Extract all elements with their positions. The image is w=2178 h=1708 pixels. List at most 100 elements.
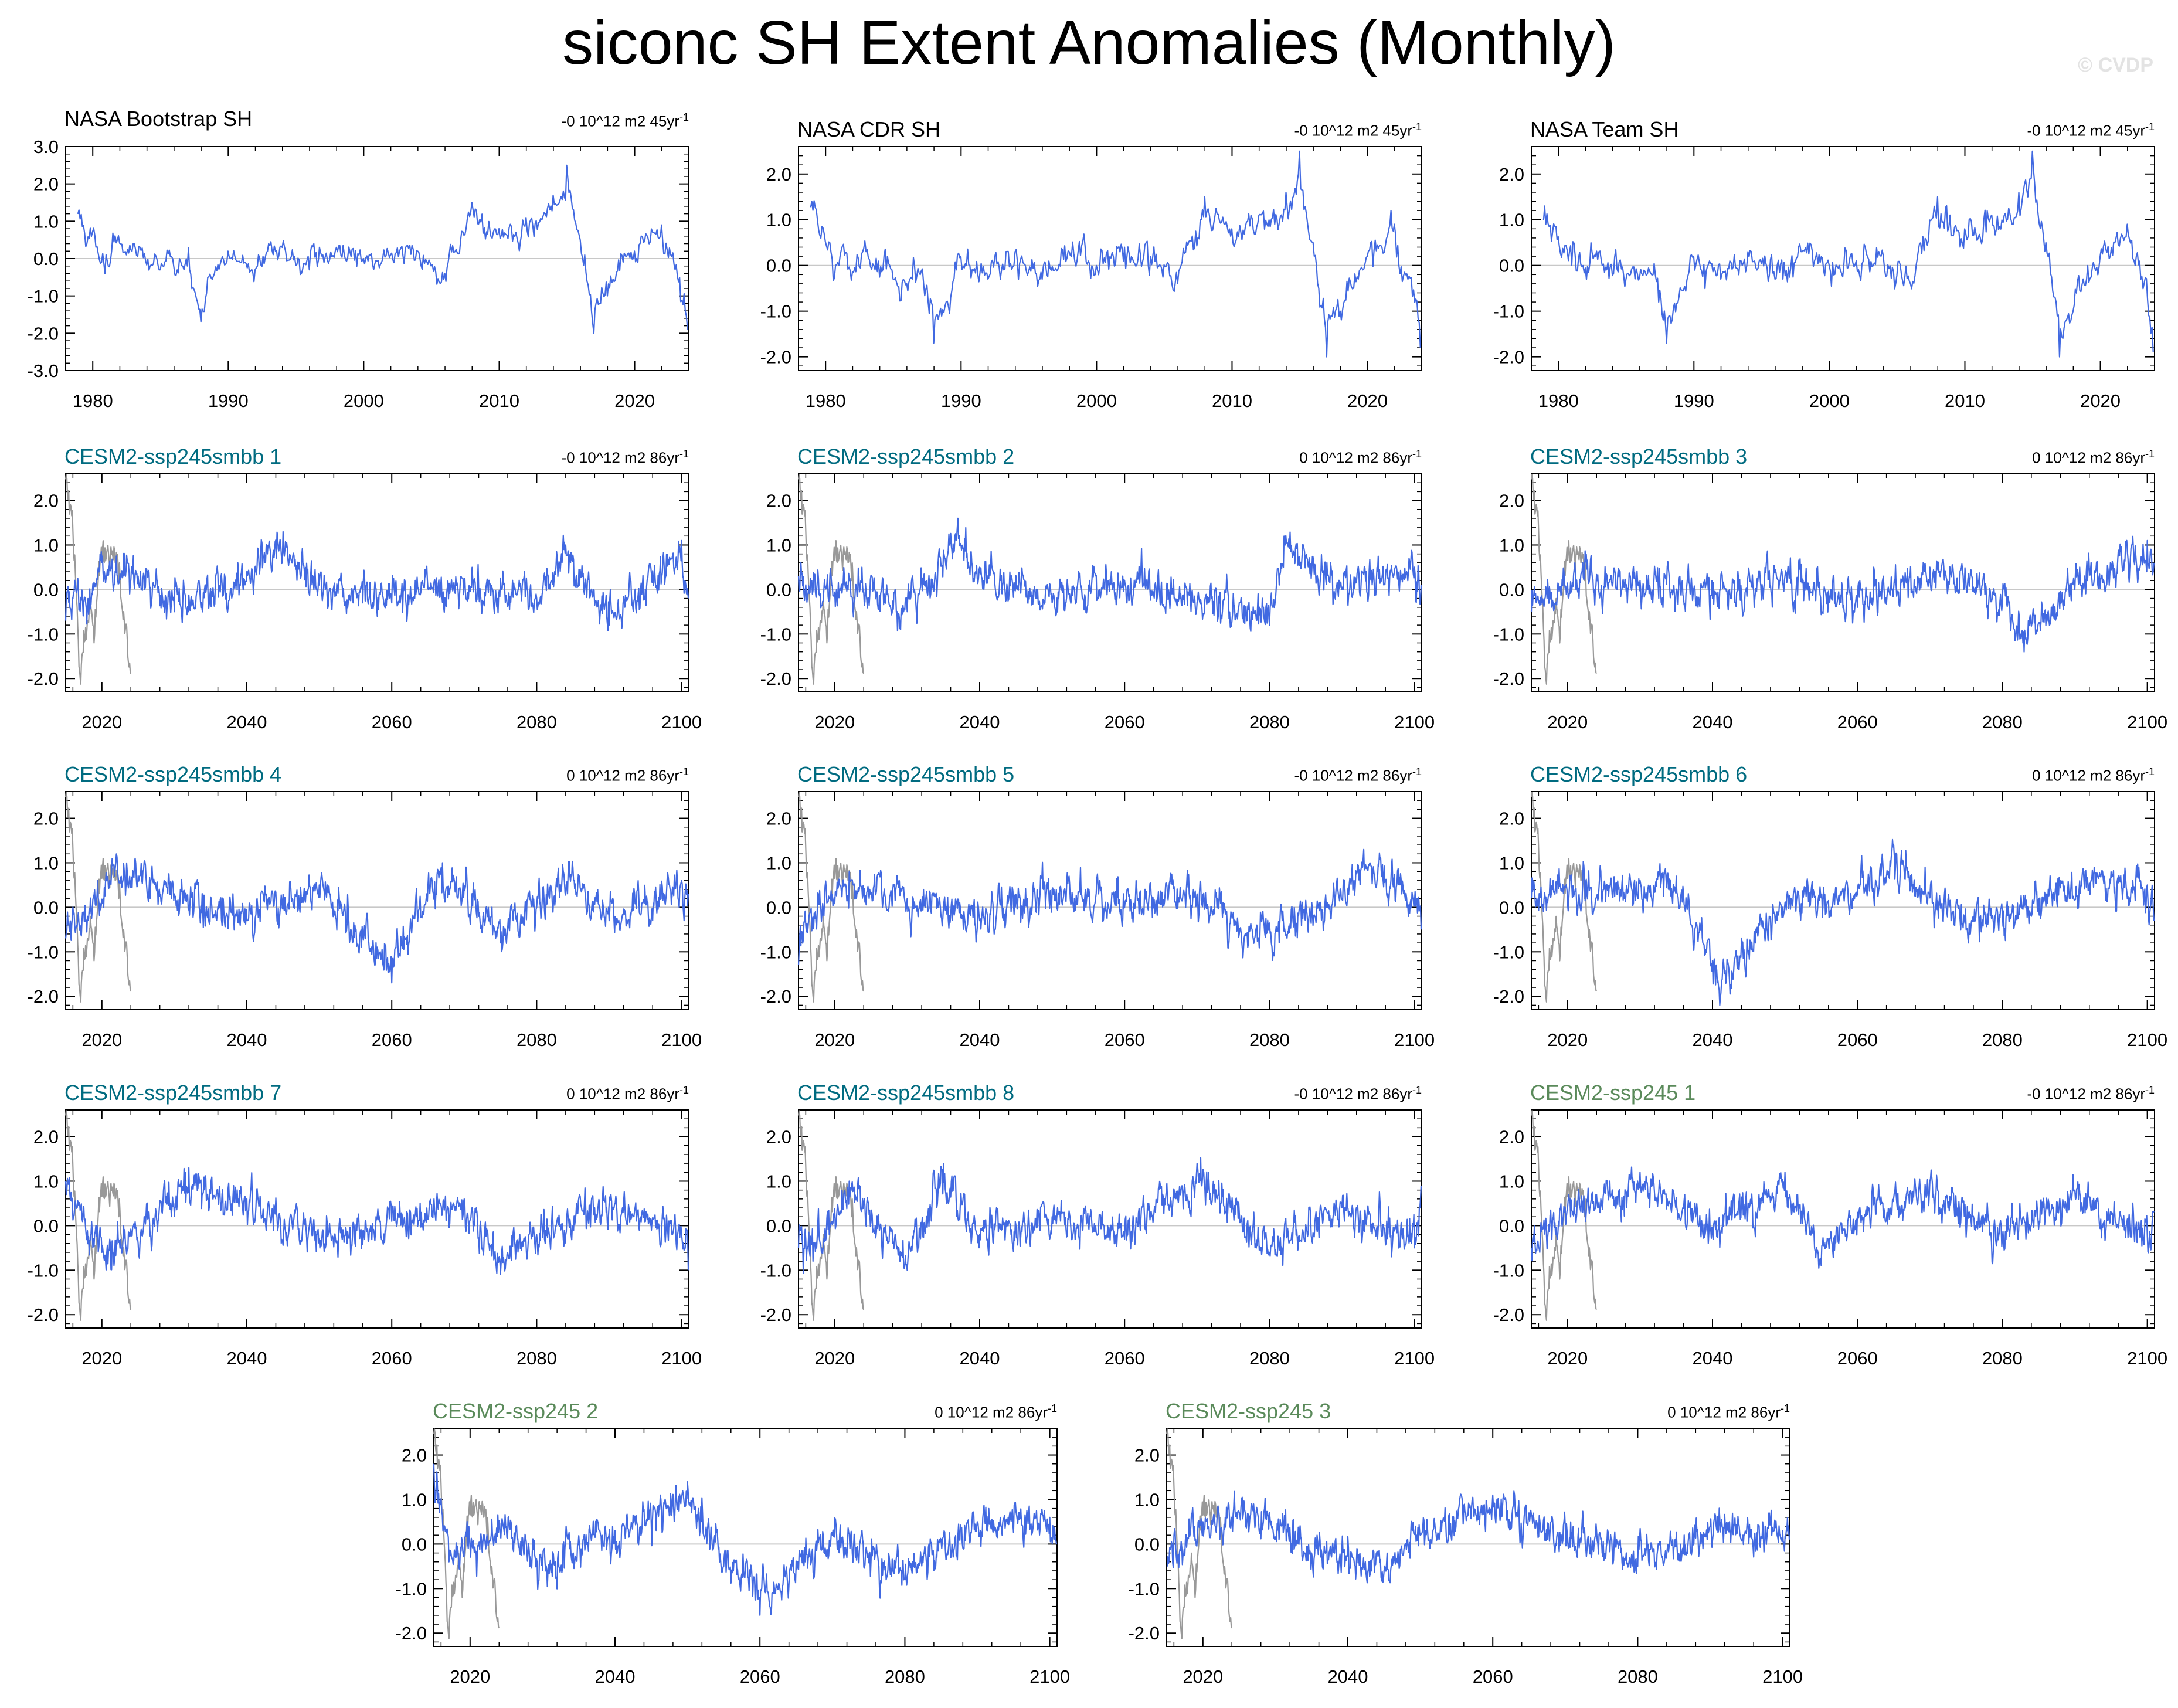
- x-tick-label: 2100: [1394, 712, 1435, 732]
- series-line: [1530, 1166, 2155, 1269]
- x-tick-label: 2040: [960, 1030, 1000, 1050]
- panel-trend: 0 10^12 m2 86yr-1: [443, 1084, 689, 1103]
- panel-title: NASA Team SH: [1530, 117, 1679, 141]
- x-tick-label: 2080: [885, 1666, 925, 1687]
- plot-area: 2.0 1.0 0.0 -1.0 -2.0 2020 2040 2060 2080 2100: [396, 1428, 1070, 1687]
- plot-frame: [1166, 1428, 1790, 1647]
- plot-frame: [1531, 146, 2155, 371]
- x-tick-label: 2020: [1347, 391, 1388, 411]
- x-tick-label: 2040: [595, 1666, 636, 1687]
- y-tick-label: 0.0: [33, 579, 59, 600]
- panel-trend: 0 10^12 m2 86yr-1: [1908, 766, 2155, 785]
- y-tick-label: 1.0: [1134, 1489, 1160, 1510]
- x-tick-label: 2100: [1029, 1666, 1070, 1687]
- plot-area: 2.0 1.0 0.0 -1.0 -2.0 1980 1990 2000 2010 2020: [1493, 146, 2155, 411]
- x-tick-label: 2020: [1183, 1666, 1223, 1687]
- panel-trend: -0 10^12 m2 86yr-1: [1175, 1084, 1422, 1103]
- y-tick-label: 0.0: [402, 1534, 427, 1554]
- y-tick-label: -2.0: [760, 668, 791, 689]
- x-tick-label: 2060: [740, 1666, 780, 1687]
- x-tick-label: 2020: [81, 1030, 122, 1050]
- plot-area: 2.0 1.0 0.0 -1.0 -2.0 2020 2040 2060 2080 2100: [760, 473, 1435, 732]
- y-tick-label: -1.0: [28, 624, 59, 644]
- plot-frame: [65, 473, 689, 692]
- trend-exponent: -1: [1412, 766, 1422, 777]
- x-tick-label: 2100: [1394, 1348, 1435, 1369]
- y-tick-label: 2.0: [1499, 1127, 1524, 1147]
- trend-text: 0 10^12 m2 86yr: [2032, 766, 2145, 785]
- panel-title: CESM2-ssp245smbb 2: [797, 444, 1015, 468]
- plot-frame: [1531, 791, 2155, 1010]
- y-tick-label: 2.0: [766, 491, 791, 511]
- y-tick-label: -1.0: [1493, 1260, 1524, 1281]
- series-line: [64, 1167, 689, 1275]
- x-tick-label: 2100: [1394, 1030, 1435, 1050]
- y-tick-label: 1.0: [766, 1171, 791, 1191]
- x-tick-label: 2040: [227, 1030, 267, 1050]
- x-tick-label: 2080: [1982, 1348, 2023, 1369]
- x-tick-label: 2080: [1249, 712, 1290, 732]
- y-tick-label: -2.0: [760, 986, 791, 1007]
- x-tick-label: 2040: [1693, 1030, 1733, 1050]
- figure-title: siconc SH Extent Anomalies (Monthly): [562, 8, 1616, 77]
- x-tick-label: 2040: [1328, 1666, 1368, 1687]
- y-tick-label: 1.0: [33, 1171, 59, 1191]
- x-tick-label: 2100: [1762, 1666, 1803, 1687]
- y-tick-label: 0.0: [1499, 897, 1524, 918]
- y-tick-label: -2.0: [28, 323, 59, 344]
- panel-title: CESM2-ssp245 2: [433, 1399, 599, 1423]
- y-tick-label: -2.0: [28, 668, 59, 689]
- panel-title: CESM2-ssp245smbb 4: [64, 762, 282, 786]
- x-tick-label: 2020: [1547, 1030, 1588, 1050]
- y-tick-label: -2.0: [28, 986, 59, 1007]
- y-tick-label: 0.0: [33, 1215, 59, 1236]
- trend-text: 0 10^12 m2 86yr: [935, 1403, 1048, 1421]
- trend-text: 0 10^12 m2 86yr: [1667, 1403, 1781, 1421]
- y-tick-label: 0.0: [1499, 256, 1524, 276]
- y-tick-label: -2.0: [1129, 1623, 1160, 1644]
- y-tick-label: -1.0: [28, 1260, 59, 1281]
- plot-frame: [1531, 473, 2155, 692]
- trend-exponent: -1: [679, 111, 689, 123]
- x-tick-label: 2040: [1693, 1348, 1733, 1369]
- x-tick-label: 2010: [479, 391, 519, 411]
- y-tick-label: 2.0: [1499, 809, 1524, 829]
- trend-exponent: -1: [1780, 1403, 1790, 1414]
- plot-area: 2.0 1.0 0.0 -1.0 -2.0 2020 2040 2060 2080 2100: [28, 1109, 702, 1369]
- y-tick-label: 2.0: [1134, 1445, 1160, 1466]
- y-tick-label: -2.0: [760, 1305, 791, 1325]
- series-line: [77, 164, 688, 334]
- y-tick-label: -1.0: [396, 1578, 427, 1599]
- trend-text: -0 10^12 m2 45yr: [2027, 121, 2145, 140]
- series-line: [1530, 838, 2155, 1006]
- y-tick-label: 1.0: [1499, 853, 1524, 873]
- x-tick-label: 2060: [1837, 1030, 1878, 1050]
- panel-trend: -0 10^12 m2 45yr-1: [1175, 121, 1422, 140]
- series-line: [797, 517, 1422, 632]
- trend-text: 0 10^12 m2 86yr: [566, 1085, 679, 1103]
- x-tick-label: 2020: [2080, 391, 2121, 411]
- x-tick-label: 2100: [661, 1348, 702, 1369]
- plot-area: 2.0 1.0 0.0 -1.0 -2.0 2020 2040 2060 2080 2100: [28, 791, 702, 1050]
- obs-overlay-line: [1166, 1428, 1233, 1639]
- x-tick-label: 2000: [1076, 391, 1117, 411]
- x-tick-label: 2020: [81, 1348, 122, 1369]
- plot-area: 2.0 1.0 0.0 -1.0 -2.0 2020 2040 2060 2080 2100: [1493, 473, 2167, 732]
- x-tick-label: 2020: [814, 1348, 855, 1369]
- y-tick-label: 0.0: [33, 249, 59, 269]
- x-tick-label: 2080: [517, 712, 557, 732]
- panel-trend: 0 10^12 m2 86yr-1: [443, 766, 689, 785]
- y-tick-label: -3.0: [28, 361, 59, 381]
- panel-trend: 0 10^12 m2 86yr-1: [811, 1403, 1057, 1422]
- panel-trend: -0 10^12 m2 45yr-1: [443, 111, 689, 131]
- y-tick-label: -1.0: [1493, 624, 1524, 644]
- y-tick-label: 1.0: [766, 210, 791, 230]
- x-tick-label: 2100: [661, 1030, 702, 1050]
- x-tick-label: 2060: [372, 1030, 412, 1050]
- panel-title: CESM2-ssp245smbb 5: [797, 762, 1015, 786]
- plot-area: 2.0 1.0 0.0 -1.0 -2.0 1980 1990 2000 2010 2020: [760, 146, 1422, 411]
- x-tick-label: 2080: [517, 1348, 557, 1369]
- x-tick-label: 2020: [814, 712, 855, 732]
- series-line: [433, 1463, 1058, 1616]
- panel-trend: -0 10^12 m2 86yr-1: [443, 448, 689, 467]
